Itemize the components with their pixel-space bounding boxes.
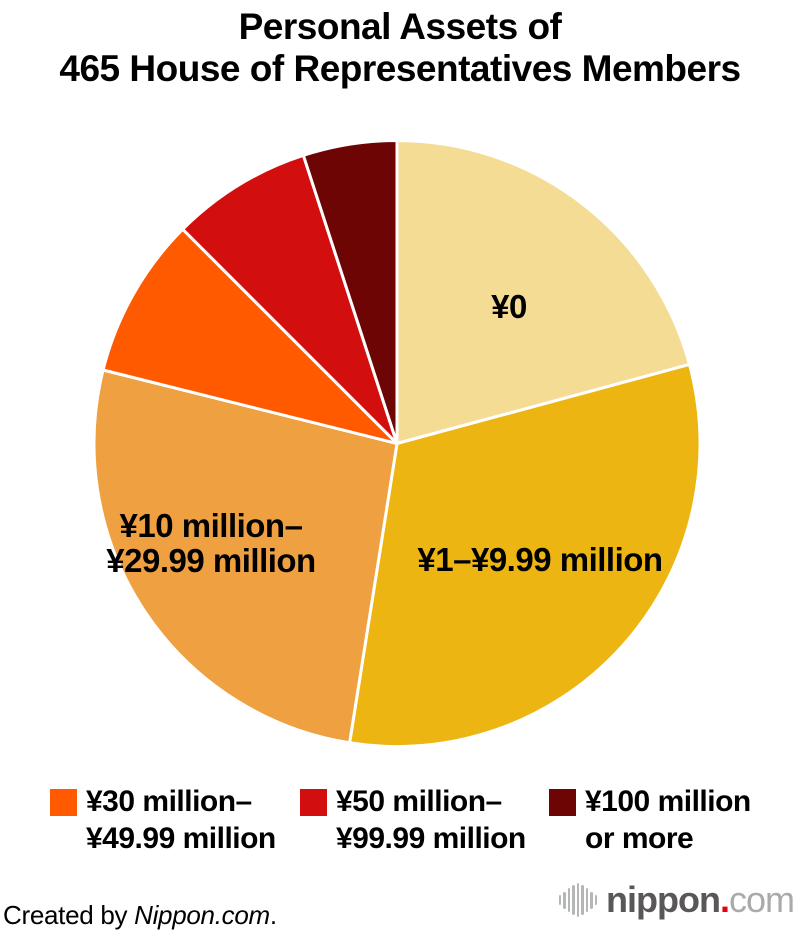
pie-slice-6 (301, 139, 399, 445)
credit-prefix: Created by (3, 900, 135, 930)
legend-label: ¥50 million– ¥99.99 million (336, 785, 526, 855)
slice-label: ¥10 million– (120, 507, 303, 544)
legend-swatch-red (300, 789, 327, 816)
nippon-logo: nippon.com (558, 879, 795, 920)
pie-slice-1 (395, 139, 692, 445)
pie-chart: ¥0 ¥1–¥9.99 million ¥10 million–¥29.99 mil… (92, 139, 702, 748)
slice-label: ¥29.99 million (106, 542, 315, 579)
credit-brand: Nippon.com (134, 900, 270, 930)
legend-item-100-million-plus: ¥100 million or more (549, 783, 751, 857)
pie-slice-3 (92, 368, 399, 745)
pie-slice-4 (101, 227, 399, 445)
legend-label: ¥100 million or more (585, 785, 751, 855)
title-line-2: 465 House of Representatives Members (59, 48, 741, 89)
credit-suffix: . (269, 900, 277, 930)
legend-label: ¥30 million– ¥49.99 million (86, 785, 276, 855)
slice-label: ¥1–¥9.99 million (417, 541, 662, 578)
legend-item-30-49-million: ¥30 million– ¥49.99 million (50, 783, 276, 857)
legend: ¥30 million– ¥49.99 million ¥50 million–… (0, 783, 800, 873)
legend-item-50-99-million: ¥50 million– ¥99.99 million (300, 783, 526, 857)
slice-label: ¥0 (491, 288, 527, 325)
nippon-logo-text: nippon.com (606, 879, 795, 920)
pie-slice-5 (181, 153, 399, 445)
soundwave-icon (558, 883, 598, 917)
page-title: Personal Assets of 465 House of Represen… (0, 6, 800, 90)
pie-slice-2 (348, 362, 702, 748)
legend-swatch-maroon (549, 789, 576, 816)
legend-swatch-orange (50, 789, 77, 816)
credit-line: Created by Nippon.com. (3, 900, 277, 931)
title-line-1: Personal Assets of (238, 6, 562, 47)
